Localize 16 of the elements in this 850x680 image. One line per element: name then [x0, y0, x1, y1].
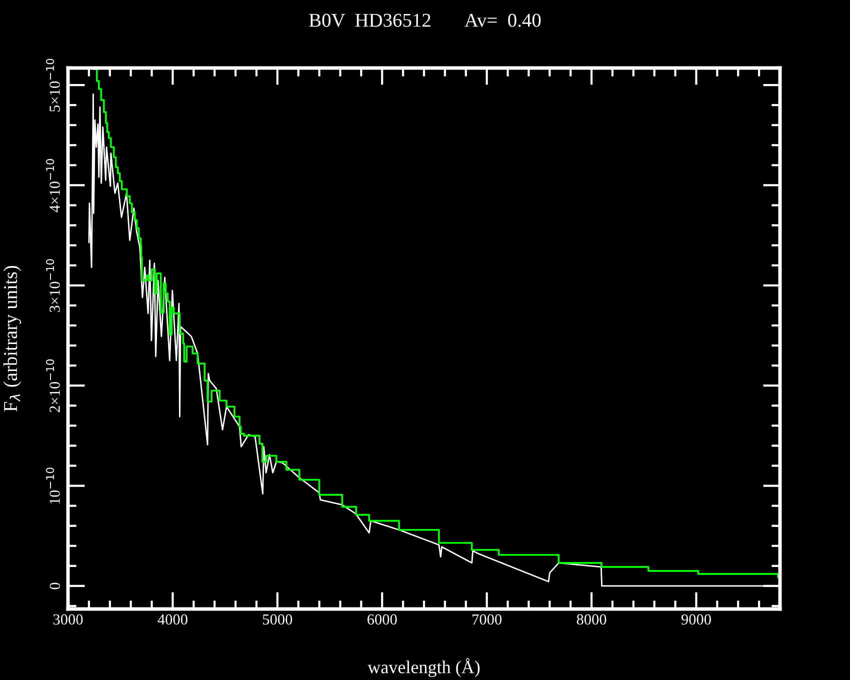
chart-title: B0V HD36512 Av= 0.40: [309, 14, 541, 27]
x-tick-label: 7000: [472, 614, 502, 625]
y-tick-label: 4×10$^{−10}$: [46, 159, 60, 212]
x-tick-label: 8000: [576, 614, 606, 625]
y-axis-title: F$_{λ}$ (arbitrary units): [3, 266, 22, 412]
y-tick-label: 5×10$^{−10}$: [46, 58, 60, 112]
y-tick-label: 0: [50, 582, 60, 590]
x-tick-label: 4000: [158, 614, 188, 625]
x-tick-label: 9000: [681, 614, 711, 625]
x-tick-label: 5000: [263, 614, 292, 625]
y-tick-label: 2×10$^{−10}$: [46, 359, 60, 412]
y-tick-label: 10$^{−10}$: [46, 468, 60, 504]
y-tick-label: 3×10$^{−10}$: [46, 259, 60, 312]
x-tick-label: 6000: [367, 614, 397, 625]
x-tick-label: 3000: [53, 614, 83, 625]
x-axis-title: wavelength (Å): [368, 658, 480, 678]
